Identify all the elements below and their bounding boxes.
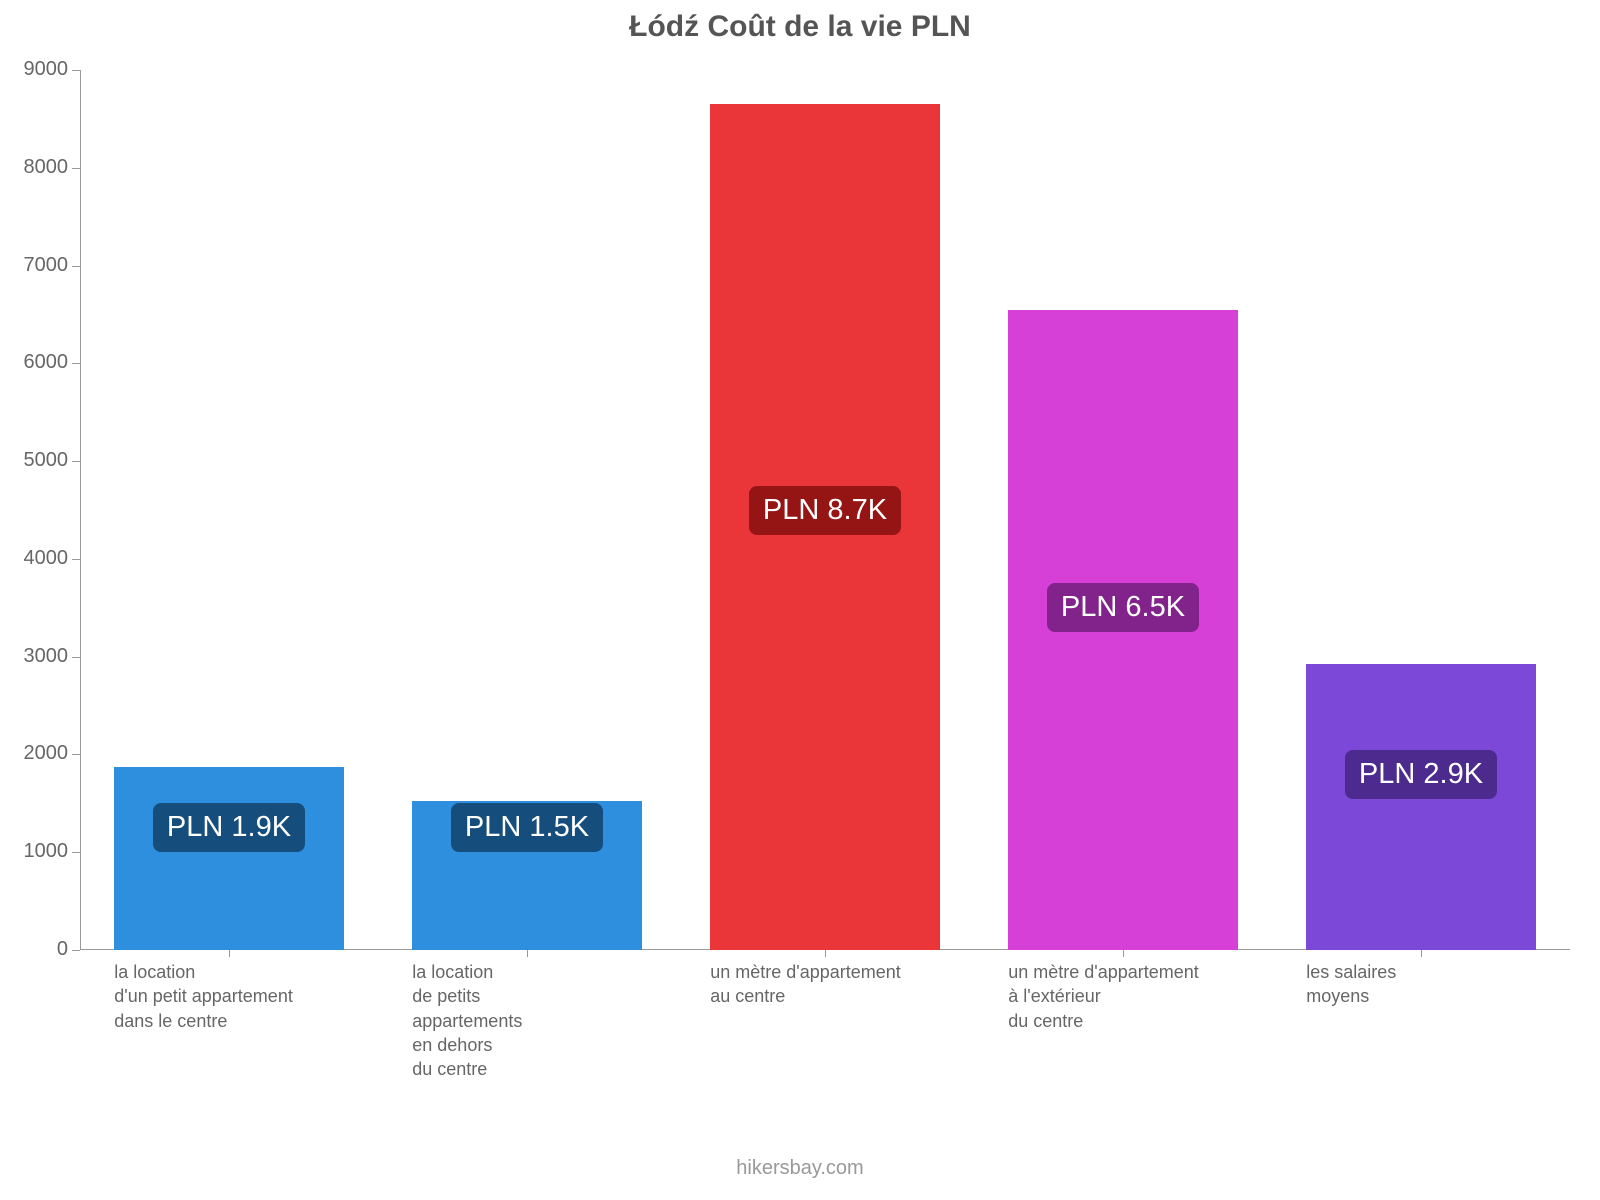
- cost-of-living-chart: Łódź Coût de la vie PLN PLN 1.9K PLN 1.5K…: [0, 0, 1600, 1200]
- y-tick-label: 6000: [8, 351, 68, 374]
- category-label: la location de petits appartements en de…: [412, 960, 641, 1081]
- x-tick-mark: [1123, 950, 1124, 957]
- attribution: hikersbay.com: [0, 1157, 1600, 1180]
- y-tick-label: 1000: [8, 840, 68, 863]
- bar-value-label: PLN 6.5K: [1008, 580, 1237, 636]
- plot-area: PLN 1.9K PLN 1.5K PLN 8.7K PLN 6.5K PLN 2.9K: [80, 70, 1570, 950]
- y-tick-label: 4000: [8, 547, 68, 570]
- y-tick-mark: [72, 70, 80, 71]
- chart-title: Łódź Coût de la vie PLN: [0, 10, 1600, 44]
- y-tick-label: 5000: [8, 449, 68, 472]
- y-tick-mark: [72, 559, 80, 560]
- bar-value-label: PLN 1.5K: [412, 800, 641, 856]
- x-tick-mark: [1421, 950, 1422, 957]
- y-tick-mark: [72, 363, 80, 364]
- x-tick-mark: [527, 950, 528, 957]
- y-tick-label: 7000: [8, 254, 68, 277]
- y-tick-mark: [72, 852, 80, 853]
- y-tick-mark: [72, 168, 80, 169]
- x-tick-mark: [825, 950, 826, 957]
- y-tick-label: 9000: [8, 58, 68, 81]
- y-tick-label: 8000: [8, 156, 68, 179]
- y-tick-mark: [72, 266, 80, 267]
- y-axis-line: [80, 70, 81, 950]
- y-tick-mark: [72, 657, 80, 658]
- y-tick-mark: [72, 461, 80, 462]
- category-label: les salaires moyens: [1306, 960, 1535, 1009]
- x-tick-mark: [229, 950, 230, 957]
- y-tick-label: 2000: [8, 742, 68, 765]
- y-tick-mark: [72, 754, 80, 755]
- bar-value-label: PLN 8.7K: [710, 482, 939, 538]
- y-tick-label: 0: [8, 938, 68, 961]
- bar: [114, 767, 343, 950]
- category-label: un mètre d'appartement au centre: [710, 960, 939, 1009]
- y-tick-label: 3000: [8, 645, 68, 668]
- category-label: la location d'un petit appartement dans …: [114, 960, 343, 1033]
- bar: [1306, 664, 1535, 950]
- bar-value-label: PLN 1.9K: [114, 800, 343, 856]
- category-label: un mètre d'appartement à l'extérieur du …: [1008, 960, 1237, 1033]
- y-tick-mark: [72, 950, 80, 951]
- bar-value-label: PLN 2.9K: [1306, 746, 1535, 802]
